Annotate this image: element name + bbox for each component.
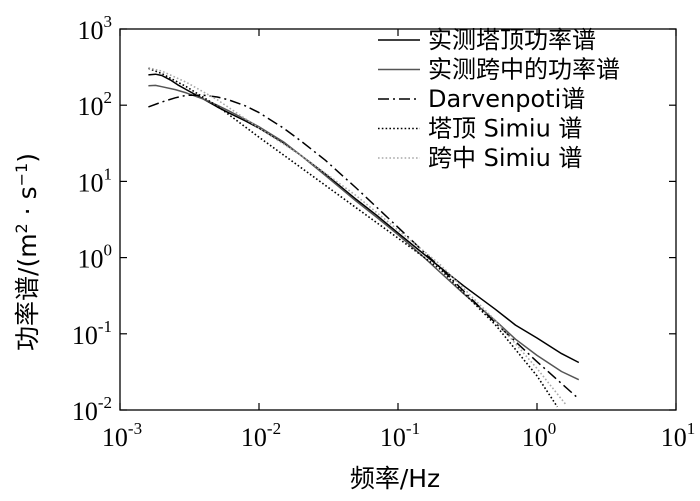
x-tick-exp: -2 xyxy=(267,419,281,438)
y-axis-label-exp2: −1 xyxy=(12,163,31,187)
y-tick-base: 10 xyxy=(78,16,104,45)
x-tick-exp: 0 xyxy=(548,419,557,438)
y-tick-base: 10 xyxy=(78,245,104,274)
y-axis-label: 功率谱/(m2 · s−1) xyxy=(12,153,42,351)
y-tick-base: 10 xyxy=(72,397,98,426)
y-axis-label-exp1: 2 xyxy=(12,223,31,233)
y-tick-label: 102 xyxy=(78,88,113,121)
legend-label: 塔顶 Simiu 谱 xyxy=(428,115,582,143)
x-axis-label: 频率/Hz xyxy=(350,464,440,493)
y-tick-exp: 0 xyxy=(104,241,113,260)
plot-area-border xyxy=(119,28,677,411)
x-tick-label: 101 xyxy=(661,419,696,452)
series-line-3 xyxy=(148,94,580,400)
x-tick-base: 10 xyxy=(380,423,406,452)
y-tick-label: 10-2 xyxy=(72,393,112,426)
x-tick-label: 100 xyxy=(522,419,557,452)
y-tick-exp: 1 xyxy=(104,164,113,183)
y-tick-base: 10 xyxy=(78,168,104,197)
y-tick-exp: 2 xyxy=(104,88,113,107)
legend-label: 实测跨中的功率谱 xyxy=(428,56,620,84)
x-tick-exp: -3 xyxy=(128,419,142,438)
y-axis-label-suffix: ) xyxy=(13,153,42,163)
y-tick-label: 101 xyxy=(78,164,113,197)
x-tick-exp: -1 xyxy=(406,419,420,438)
x-tick-base: 10 xyxy=(661,423,687,452)
y-tick-base: 10 xyxy=(78,92,104,121)
y-tick-label: 100 xyxy=(78,241,113,274)
series-lines xyxy=(148,67,580,408)
legend-label: 跨中 Simiu 谱 xyxy=(428,144,582,172)
y-tick-exp: -2 xyxy=(98,393,112,412)
series-line-2 xyxy=(148,84,580,381)
plot-frame xyxy=(119,28,677,411)
x-tick-label: 10-1 xyxy=(380,419,420,452)
x-tick-base: 10 xyxy=(241,423,267,452)
y-tick-label: 103 xyxy=(78,12,113,45)
x-tick-exp: 1 xyxy=(687,419,696,438)
x-tick-base: 10 xyxy=(102,423,128,452)
y-tick-exp: -1 xyxy=(98,317,112,336)
series-line-4 xyxy=(148,67,558,408)
y-tick-base: 10 xyxy=(72,321,98,350)
y-axis-label-prefix: 功率谱/(m xyxy=(13,233,42,351)
legend-label: Darvenpoti谱 xyxy=(428,85,585,113)
x-tick-label: 10-2 xyxy=(241,419,281,452)
x-tick-base: 10 xyxy=(522,423,548,452)
y-axis-label-mid: · s xyxy=(13,186,42,223)
y-tick-label: 10-1 xyxy=(72,317,112,350)
legend-label: 实测塔顶功率谱 xyxy=(428,26,596,54)
x-tick-label: 10-3 xyxy=(102,419,142,452)
y-tick-exp: 3 xyxy=(104,12,113,31)
